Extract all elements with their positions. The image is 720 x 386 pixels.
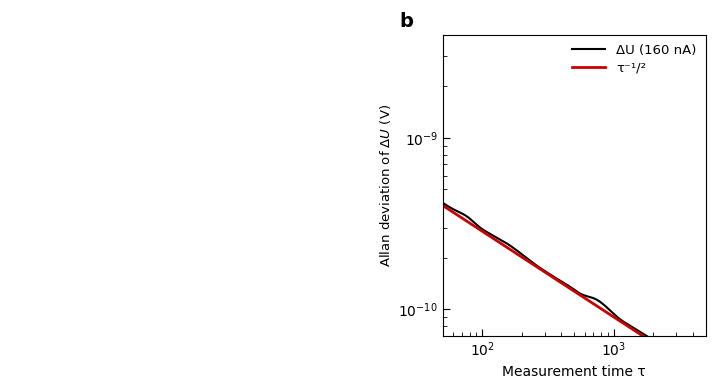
Line: τ⁻¹/²: τ⁻¹/² (443, 205, 706, 377)
ΔU (160 nA) (554, 277, 563, 282)
ΔU (160 nA) (465, 216, 474, 221)
ΔU (160 nA) (438, 201, 447, 205)
ΔU (160 nA) (644, 334, 652, 339)
ΔU (160 nA) (648, 337, 657, 342)
ΔU (160 nA) (619, 319, 628, 324)
τ⁻¹/² (438, 203, 447, 208)
Legend: ΔU (160 nA), τ⁻¹/²: ΔU (160 nA), τ⁻¹/² (567, 39, 702, 80)
τ⁻¹/² (465, 221, 474, 225)
ΔU (160 nA) (701, 366, 710, 371)
τ⁻¹/² (554, 279, 563, 283)
τ⁻¹/² (644, 337, 652, 342)
τ⁻¹/² (701, 374, 710, 379)
ΔU (160 nA) (545, 271, 554, 276)
Line: ΔU (160 nA): ΔU (160 nA) (443, 203, 706, 369)
τ⁻¹/² (545, 273, 554, 277)
τ⁻¹/² (648, 340, 657, 345)
Y-axis label: Allan deviation of $\Delta U$ (V): Allan deviation of $\Delta U$ (V) (378, 104, 393, 267)
τ⁻¹/² (619, 321, 628, 325)
X-axis label: Measurement time τ: Measurement time τ (503, 365, 646, 379)
Text: b: b (400, 12, 413, 30)
